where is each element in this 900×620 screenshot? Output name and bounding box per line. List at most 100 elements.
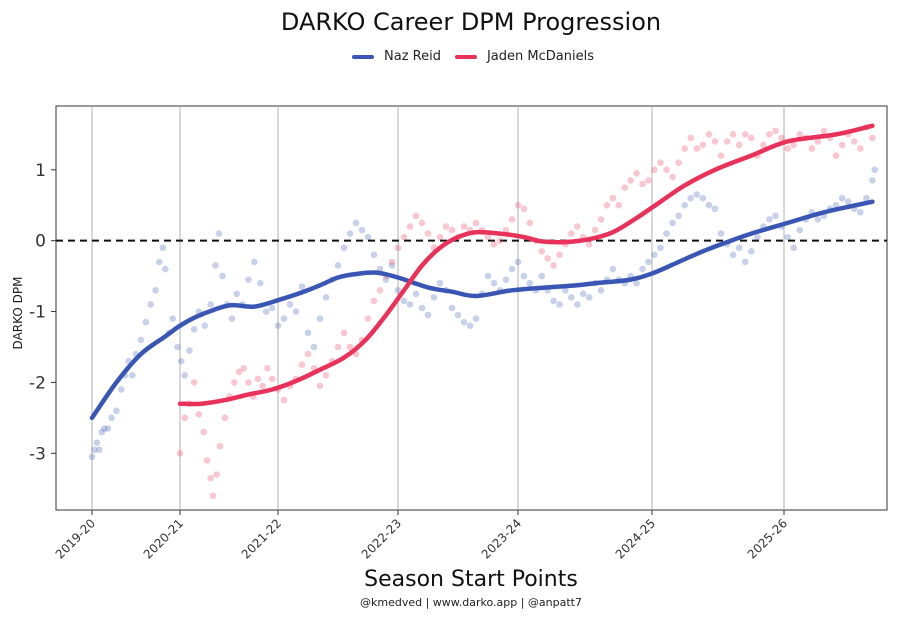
data-point-jaden-mcdaniels: [711, 138, 719, 145]
data-point-jaden-mcdaniels: [832, 152, 840, 159]
data-point-jaden-mcdaniels: [235, 368, 243, 376]
data-point-naz-reid: [219, 272, 226, 280]
data-point-naz-reid: [406, 301, 414, 308]
trend-line-jaden-mcdaniels: [177, 123, 875, 407]
legend-label-naz-reid: Naz Reid: [384, 49, 441, 64]
data-point-naz-reid: [863, 194, 870, 202]
y-tick-label: -2: [29, 373, 46, 393]
data-point-jaden-mcdaniels: [723, 138, 731, 145]
data-point-jaden-mcdaniels: [195, 411, 203, 418]
data-point-naz-reid: [663, 230, 670, 237]
data-point-naz-reid: [538, 272, 546, 280]
data-point-jaden-mcdaniels: [591, 226, 599, 234]
data-point-jaden-mcdaniels: [820, 127, 828, 135]
data-point-naz-reid: [251, 258, 258, 266]
data-point-naz-reid: [96, 446, 103, 454]
data-point-jaden-mcdaniels: [388, 258, 396, 266]
data-point-naz-reid: [448, 304, 456, 312]
data-point-naz-reid: [233, 290, 240, 298]
data-point-jaden-mcdaniels: [264, 364, 271, 372]
data-point-jaden-mcdaniels: [442, 223, 450, 230]
credit-line: @kmedved | www.darko.app | @anpatt7: [360, 596, 582, 609]
data-point-jaden-mcdaniels: [796, 131, 804, 138]
data-point-jaden-mcdaniels: [603, 201, 611, 209]
scatter-points: [88, 123, 879, 500]
data-point-jaden-mcdaniels: [639, 180, 646, 188]
data-point-naz-reid: [155, 258, 163, 266]
data-point-jaden-mcdaniels: [181, 414, 189, 422]
y-tick-label: 1: [35, 161, 46, 181]
data-point-jaden-mcdaniels: [663, 166, 670, 174]
data-point-jaden-mcdaniels: [370, 297, 378, 305]
data-point-naz-reid: [699, 194, 707, 202]
data-point-jaden-mcdaniels: [573, 223, 581, 230]
legend-label-jaden-mcdaniels: Jaden McDaniels: [486, 49, 594, 64]
data-point-naz-reid: [104, 425, 112, 432]
data-point-naz-reid: [651, 251, 658, 259]
data-point-jaden-mcdaniels: [394, 244, 402, 252]
data-point-naz-reid: [669, 219, 676, 227]
x-tick-label: 2025-26: [745, 516, 790, 561]
data-point-jaden-mcdaniels: [869, 134, 876, 142]
data-point-jaden-mcdaniels: [520, 205, 528, 213]
legend-swatch-naz-reid: [352, 54, 374, 59]
data-point-jaden-mcdaniels: [364, 315, 372, 322]
data-point-jaden-mcdaniels: [209, 492, 217, 500]
data-point-jaden-mcdaniels: [176, 449, 184, 457]
data-point-jaden-mcdaniels: [240, 364, 248, 372]
data-point-jaden-mcdaniels: [376, 286, 384, 294]
data-point-naz-reid: [466, 322, 474, 330]
data-point-naz-reid: [400, 297, 408, 305]
data-point-naz-reid: [190, 325, 198, 333]
data-point-naz-reid: [639, 265, 646, 273]
data-point-naz-reid: [286, 301, 294, 308]
data-point-naz-reid: [118, 386, 125, 393]
data-point-jaden-mcdaniels: [741, 131, 749, 138]
x-tick-label: 2023-24: [479, 516, 524, 561]
data-point-naz-reid: [174, 343, 181, 351]
data-point-jaden-mcdaniels: [538, 247, 546, 255]
legend-item-naz-reid: Naz Reid: [352, 49, 441, 64]
data-point-naz-reid: [280, 315, 288, 322]
plot-panel: [55, 105, 888, 511]
data-point-jaden-mcdaniels: [424, 230, 432, 237]
data-point-naz-reid: [316, 315, 324, 322]
data-point-naz-reid: [152, 286, 159, 294]
data-point-naz-reid: [705, 201, 713, 209]
data-point-naz-reid: [388, 262, 396, 269]
chart-title: DARKO Career DPM Progression: [280, 8, 662, 36]
data-point-naz-reid: [93, 439, 101, 446]
data-point-naz-reid: [869, 177, 876, 184]
data-point-naz-reid: [633, 279, 640, 287]
data-point-naz-reid: [436, 279, 444, 287]
legend-item-jaden-mcdaniels: Jaden McDaniels: [454, 49, 594, 64]
data-point-naz-reid: [562, 286, 569, 294]
data-point-jaden-mcdaniels: [203, 457, 211, 464]
y-axis-ticks: -3 -2 -1 0 1: [29, 161, 56, 464]
data-point-naz-reid: [382, 276, 390, 283]
data-point-naz-reid: [142, 318, 150, 326]
data-point-naz-reid: [844, 198, 852, 205]
data-point-naz-reid: [424, 311, 432, 319]
x-tick-label: 2024-25: [613, 516, 658, 561]
data-point-naz-reid: [412, 290, 420, 298]
data-point-naz-reid: [741, 258, 749, 266]
data-point-naz-reid: [100, 425, 108, 432]
data-point-naz-reid: [735, 244, 743, 252]
data-point-naz-reid: [334, 262, 342, 269]
data-point-naz-reid: [346, 230, 354, 237]
data-point-naz-reid: [711, 205, 719, 213]
data-point-naz-reid: [268, 304, 276, 312]
data-point-jaden-mcdaniels: [322, 372, 330, 379]
data-point-jaden-mcdaniels: [280, 396, 288, 404]
data-point-jaden-mcdaniels: [304, 350, 312, 358]
data-point-naz-reid: [796, 226, 804, 234]
data-point-naz-reid: [430, 294, 438, 301]
data-point-naz-reid: [215, 230, 223, 237]
data-point-jaden-mcdaniels: [675, 159, 682, 167]
y-axis-label: DARKO DPM: [11, 276, 25, 350]
data-point-naz-reid: [418, 304, 426, 312]
data-point-naz-reid: [256, 279, 264, 287]
data-point-naz-reid: [147, 301, 154, 308]
data-point-jaden-mcdaniels: [412, 212, 420, 220]
